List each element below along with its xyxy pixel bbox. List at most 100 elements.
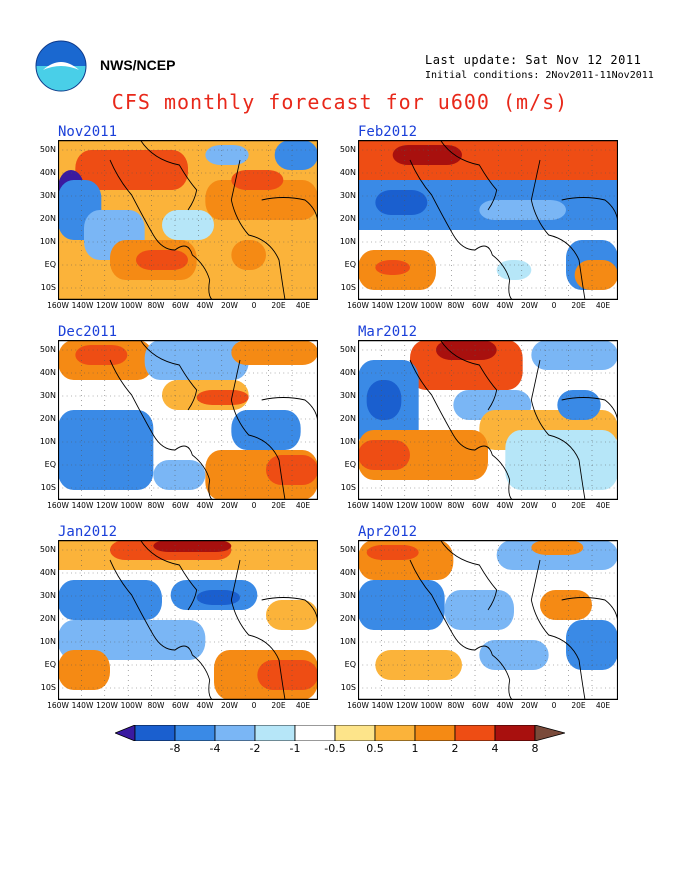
y-tick-label: 10N <box>39 637 56 646</box>
colorbar-swatch <box>334 725 376 741</box>
y-tick-label: 10N <box>339 637 356 646</box>
forecast-map <box>358 340 618 500</box>
x-tick-label: 160W <box>47 301 69 310</box>
map-border <box>58 540 318 700</box>
map-border <box>358 340 618 500</box>
last-update: Last update: Sat Nov 12 2011 <box>425 53 642 67</box>
map-panel: Jan2012 50N 40N 30N 20N 10N EQ 10S 160W 140W 120W 1… <box>40 524 358 720</box>
contour-region <box>531 340 618 370</box>
x-tick-label: 140W <box>371 701 394 710</box>
forecast-map <box>358 540 618 700</box>
x-tick-label: 100W <box>420 301 443 310</box>
contour-region <box>479 200 566 220</box>
coastline <box>139 340 198 411</box>
colorbar-label: 4 <box>491 742 499 755</box>
x-tick-label: 80W <box>447 701 465 710</box>
y-tick-label: 50N <box>339 345 356 354</box>
contour-region <box>231 240 266 270</box>
coastline <box>139 540 198 611</box>
coastline <box>261 397 318 426</box>
x-tick-label: 80W <box>147 301 165 310</box>
coastline <box>530 359 586 500</box>
x-tick-label: 20W <box>221 701 238 710</box>
contour-region <box>205 145 249 165</box>
coastline <box>530 159 586 300</box>
x-tick-label: 0 <box>251 501 257 510</box>
x-tick-label: 60W <box>472 501 489 510</box>
y-tick-label: 40N <box>39 368 56 377</box>
x-tick-label: 160W <box>47 701 69 710</box>
colorbar-swatch <box>374 725 416 741</box>
x-tick-label: 40W <box>196 701 214 710</box>
agency-label: NWS/NCEP <box>100 57 176 73</box>
y-tick-label: 20N <box>339 214 356 223</box>
contour-region <box>496 260 532 280</box>
contour-region <box>392 145 462 165</box>
x-tick-label: 100W <box>120 301 143 310</box>
colorbar-swatch <box>494 725 536 741</box>
x-tick-label: 60W <box>172 301 189 310</box>
x-tick-label: 140W <box>71 701 94 710</box>
contour-region <box>196 590 240 605</box>
x-tick-label: 120W <box>396 301 418 310</box>
y-tick-label: 10N <box>39 237 56 246</box>
contour-region <box>366 380 402 420</box>
forecast-map <box>358 140 618 300</box>
colorbar-swatch <box>254 725 296 741</box>
map-border <box>358 540 618 700</box>
panel-title: Dec2011 <box>58 324 118 340</box>
contour-region <box>162 210 214 240</box>
coastline <box>109 159 213 300</box>
x-tick-label: 120W <box>396 501 418 510</box>
panel-title: Nov2011 <box>58 124 118 140</box>
x-tick-label: 40E <box>595 501 611 510</box>
panel-title: Mar2012 <box>358 324 418 340</box>
map-border <box>58 140 318 300</box>
x-tick-label: 60W <box>172 501 189 510</box>
contour-region <box>58 650 110 690</box>
y-tick-label: 20N <box>39 414 56 423</box>
contour-region <box>196 390 249 405</box>
coastline <box>561 597 618 626</box>
x-tick-label: 100W <box>120 501 143 510</box>
x-tick-label: 0 <box>551 501 557 510</box>
coastline <box>439 540 498 611</box>
x-tick-label: 140W <box>71 501 94 510</box>
contour-region <box>231 340 318 365</box>
y-tick-label: 50N <box>339 545 356 554</box>
x-tick-label: 100W <box>420 501 443 510</box>
coastline <box>230 559 286 700</box>
y-tick-label: 50N <box>339 145 356 154</box>
x-tick-label: 80W <box>447 501 465 510</box>
contour-region <box>58 410 154 490</box>
y-tick-label: EQ <box>44 660 56 669</box>
map-panel: Mar2012 50N 40N 30N 20N 10N EQ 10S 160W 140W 120W 1… <box>340 324 658 520</box>
coastline <box>561 397 618 426</box>
x-tick-label: 160W <box>347 701 369 710</box>
colorbar-swatch <box>214 725 256 741</box>
coastline <box>230 159 286 300</box>
contour-region <box>274 140 318 170</box>
map-panel: Apr2012 50N 40N 30N 20N 10N EQ 10S 160W 140W 120W 1… <box>340 524 658 720</box>
colorbar-swatch <box>174 725 216 741</box>
x-tick-label: 40E <box>595 301 611 310</box>
y-tick-label: 40N <box>339 368 356 377</box>
colorbar-swatch <box>134 725 176 741</box>
x-tick-label: 60W <box>172 701 189 710</box>
x-tick-label: 40W <box>496 301 514 310</box>
y-tick-label: EQ <box>344 660 356 669</box>
colorbar-swatch <box>294 725 336 741</box>
x-tick-label: 40W <box>496 701 514 710</box>
y-tick-label: 20N <box>39 214 56 223</box>
page-title: CFS monthly forecast for u600 (m/s) <box>111 90 569 114</box>
y-tick-label: EQ <box>44 460 56 469</box>
contour-region <box>375 190 428 215</box>
x-tick-label: 40E <box>295 301 311 310</box>
x-tick-label: 20W <box>221 501 238 510</box>
y-tick-label: 10S <box>40 283 56 292</box>
colorbar-label: 8 <box>531 742 539 755</box>
y-tick-label: 10S <box>40 683 56 692</box>
coastline <box>409 159 513 300</box>
y-tick-label: 10N <box>39 437 56 446</box>
x-tick-label: 120W <box>96 701 118 710</box>
